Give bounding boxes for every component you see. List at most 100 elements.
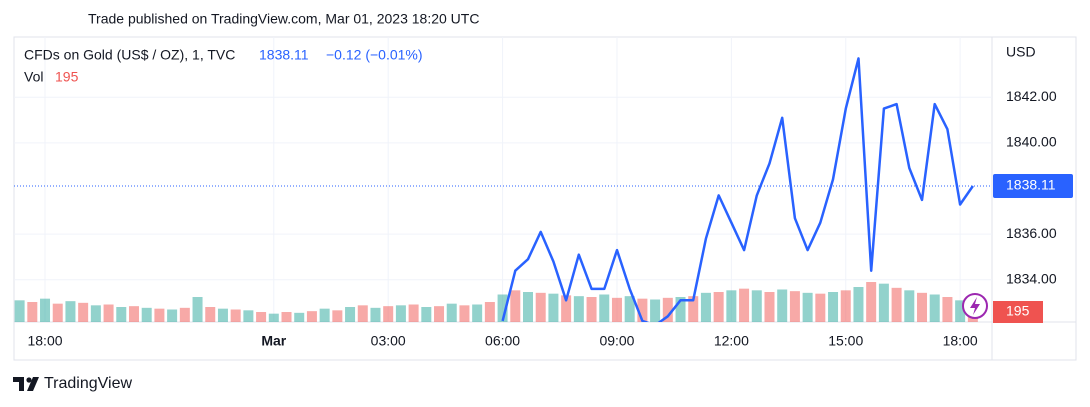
volume-bar — [942, 297, 953, 322]
volume-bar — [713, 292, 724, 322]
y-tick-label: 1842.00 — [1006, 88, 1057, 104]
volume-bar — [878, 283, 889, 322]
volume-bar — [535, 292, 546, 322]
volume-bar — [40, 298, 51, 322]
x-tick-label: 06:00 — [485, 333, 520, 349]
volume-bar — [78, 302, 89, 322]
volume-bar — [789, 291, 800, 322]
volume-bar — [891, 287, 902, 322]
volume-bar — [484, 302, 495, 322]
legend-change: −0.12 (−0.01%) — [326, 47, 423, 63]
volume-bar — [116, 307, 127, 322]
volume-bar — [955, 300, 966, 322]
volume-bar — [599, 294, 610, 322]
volume-bar — [434, 306, 445, 322]
x-tick-label: Mar — [261, 333, 286, 349]
volume-bar — [459, 305, 470, 322]
x-tick-label: 12:00 — [714, 333, 749, 349]
legend-vol: Vol — [24, 69, 43, 85]
volume-bar — [523, 292, 533, 322]
volume-bar — [52, 303, 63, 322]
volume-bar — [904, 290, 915, 322]
volume-bar — [853, 287, 864, 322]
volume-bar — [421, 307, 432, 322]
logo — [13, 377, 39, 391]
volume-bar — [751, 290, 762, 322]
header: Trade published on TradingView.com, Mar … — [88, 11, 479, 27]
volume-bar — [65, 301, 76, 322]
volume-bar — [739, 288, 750, 322]
volume-bar — [205, 307, 216, 322]
volume-bar — [179, 307, 190, 322]
x-tick-label: 09:00 — [599, 333, 634, 349]
volume-bar — [802, 292, 813, 322]
y-tick-label: 1834.00 — [1006, 270, 1057, 286]
volume-bar — [319, 308, 330, 322]
volume-bar — [103, 304, 114, 322]
volume-bar — [90, 305, 101, 322]
volume-bar — [510, 290, 521, 322]
volume-bar — [230, 309, 241, 322]
volume-bar — [332, 310, 343, 322]
volume-bar — [840, 290, 851, 322]
price-line — [501, 57, 974, 322]
plot-area — [14, 57, 992, 322]
volume-bar — [726, 290, 737, 322]
volume-bar — [700, 292, 711, 322]
volume-bar — [345, 307, 356, 322]
legend-vol-value: 195 — [55, 69, 79, 85]
volume-bar — [383, 306, 394, 322]
grid — [14, 37, 992, 322]
volume-bar — [395, 305, 406, 322]
y-tick-label: 1836.00 — [1006, 225, 1057, 241]
volume-bar — [141, 307, 152, 322]
volume-bar — [27, 302, 38, 322]
volume-bar — [154, 308, 165, 322]
legend-last: 1838.11 — [259, 47, 309, 63]
volume-bar — [281, 312, 292, 322]
volume-bar — [294, 312, 305, 322]
volume-bar — [446, 303, 457, 322]
volume-pane — [14, 282, 978, 322]
volume-bar — [192, 297, 203, 322]
volume-tag-label: 195 — [1006, 303, 1030, 319]
volume-bar — [866, 282, 877, 322]
last-price-tag-label: 1838.11 — [1006, 177, 1056, 193]
x-tick-label: 18:00 — [943, 333, 978, 349]
volume-bar — [586, 297, 597, 322]
volume-bar — [815, 293, 826, 322]
axis-unit: USD — [1006, 44, 1036, 60]
volume-bar — [561, 295, 572, 322]
x-tick-label: 03:00 — [371, 333, 406, 349]
volume-bar — [14, 300, 25, 322]
alert-icon-bolt — [970, 297, 980, 315]
volume-bar — [637, 298, 648, 322]
legend-title: CFDs on Gold (US$ / OZ), 1, TVC — [24, 47, 235, 63]
volume-bar — [167, 309, 178, 322]
volume-bar — [624, 296, 635, 322]
volume-bar — [306, 311, 317, 322]
frame — [13, 36, 1077, 361]
volume-bar — [472, 304, 483, 322]
volume-bar — [675, 297, 686, 322]
volume-bar — [497, 294, 508, 322]
volume-bar — [357, 305, 368, 322]
volume-bar — [917, 292, 928, 322]
volume-bar — [573, 296, 584, 322]
volume-bar — [268, 313, 279, 322]
volume-tag — [993, 301, 1043, 323]
volume-bar — [662, 297, 673, 322]
tags: 1838.11 195 — [993, 174, 1073, 323]
volume-bar — [650, 299, 661, 322]
x-tick-label: 18:00 — [27, 333, 62, 349]
volume-bar — [777, 289, 788, 322]
volume-bar — [370, 307, 381, 322]
volume-bar — [828, 292, 839, 322]
last-price-tag — [993, 174, 1073, 199]
volume-bar — [764, 292, 775, 322]
x-tick-label: 15:00 — [828, 333, 863, 349]
volume-bar — [548, 293, 559, 322]
volume-bar — [256, 312, 267, 322]
volume-bar — [611, 297, 622, 322]
